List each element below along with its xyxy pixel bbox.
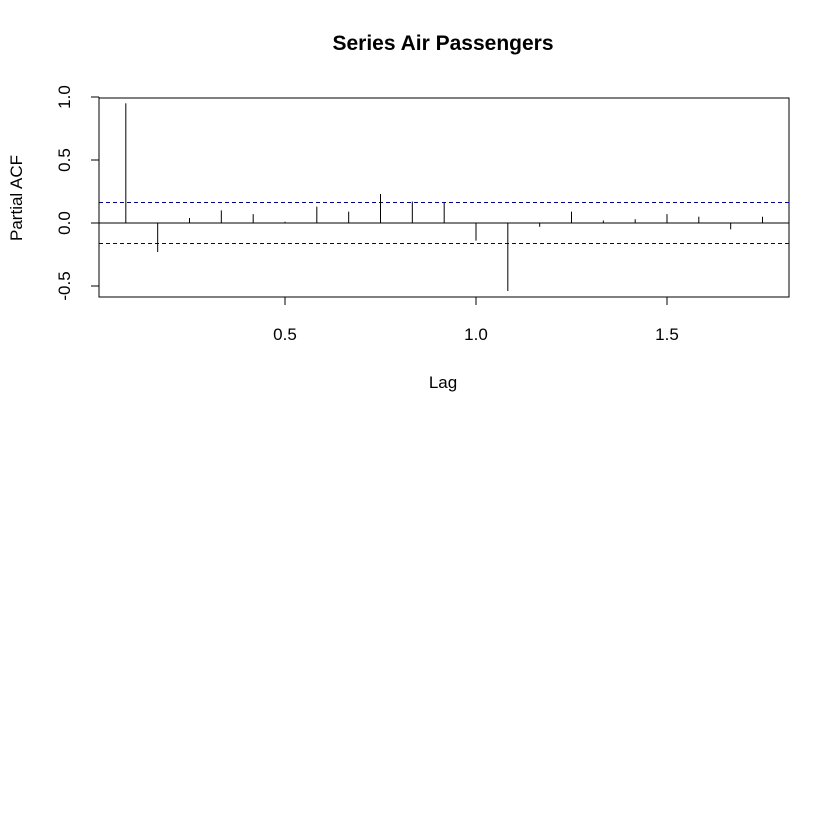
y-tick-label: -0.5 xyxy=(55,271,74,300)
x-axis: 0.5 1.0 1.5 xyxy=(273,296,679,344)
pacf-bars xyxy=(125,103,763,292)
y-tick-label: 1.0 xyxy=(55,85,74,109)
y-tick-label: 0.0 xyxy=(55,211,74,235)
y-axis-label: Partial ACF xyxy=(7,155,26,241)
y-axis: -0.5 0.0 0.5 1.0 xyxy=(55,85,100,301)
y-tick-label: 0.5 xyxy=(55,148,74,172)
chart-title: Series Air Passengers xyxy=(332,32,553,55)
x-tick-label: 1.5 xyxy=(655,325,679,344)
x-axis-label: Lag xyxy=(429,373,457,392)
x-tick-label: 1.0 xyxy=(464,325,488,344)
x-tick-label: 0.5 xyxy=(273,325,297,344)
